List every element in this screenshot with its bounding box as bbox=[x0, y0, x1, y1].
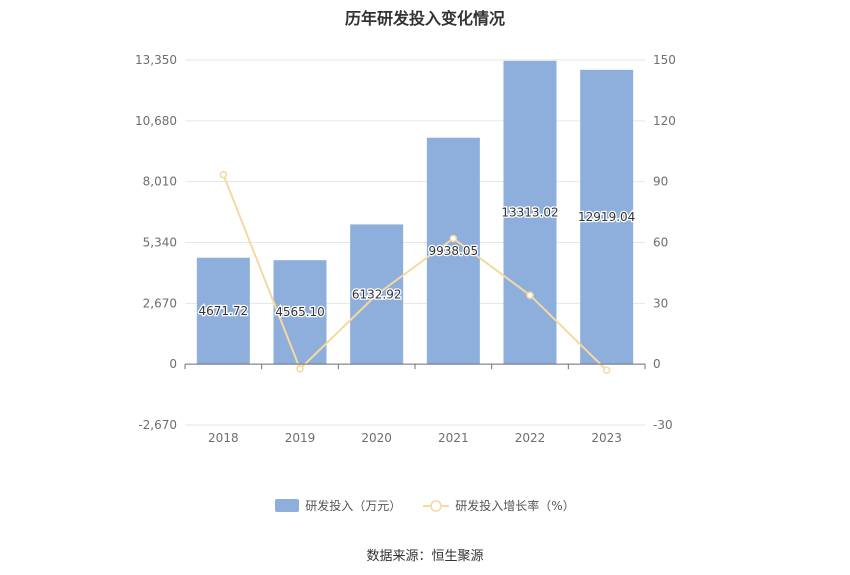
y-right-tick-label: 30 bbox=[653, 296, 668, 310]
legend-bar-swatch bbox=[275, 499, 300, 512]
line-point bbox=[219, 170, 228, 179]
bar-value-label: 12919.04 bbox=[578, 210, 635, 224]
bar-value-label: 9938.05 bbox=[429, 244, 479, 258]
line-layer bbox=[219, 170, 611, 374]
y-left-tick-label: 0 bbox=[169, 357, 177, 371]
data-labels-layer: 4671.72 4565.10 6132.92 9938.05 13313.02 1291… bbox=[197, 204, 636, 320]
y-right-tick-label: 0 bbox=[653, 357, 661, 371]
y-right-tick-label: 60 bbox=[653, 236, 668, 250]
y-left-tick-label: 8,010 bbox=[143, 175, 177, 189]
bar-value-label: 6132.92 bbox=[352, 287, 402, 301]
line-point bbox=[602, 366, 611, 374]
bar-value-label: 13313.02 bbox=[501, 206, 558, 220]
x-axis: 2018 2019 2020 2021 2022 2023 bbox=[184, 363, 646, 445]
grid-layer bbox=[185, 59, 645, 426]
x-tick-label: 2021 bbox=[438, 431, 469, 445]
y-left-tick-label: 2,670 bbox=[143, 296, 177, 310]
legend-item-line[interactable]: 研发投入增长率（%） bbox=[423, 497, 575, 514]
y-right-tick-label: 150 bbox=[653, 53, 676, 67]
bars-layer bbox=[196, 60, 634, 365]
right-axis: 150 120 90 60 30 0 -30 bbox=[653, 53, 676, 432]
bar bbox=[580, 69, 634, 365]
bar-value-label: 4565.10 bbox=[275, 305, 325, 319]
y-left-tick-label: -2,670 bbox=[138, 418, 177, 432]
y-left-tick-label: 5,340 bbox=[143, 236, 177, 250]
legend-line-label: 研发投入增长率（%） bbox=[455, 499, 575, 513]
line-point bbox=[372, 290, 381, 299]
data-source: 数据来源：恒生聚源 bbox=[366, 549, 484, 564]
line-point bbox=[296, 365, 304, 373]
legend-bar-label: 研发投入（万元） bbox=[305, 499, 402, 513]
growth-line bbox=[222, 174, 608, 371]
bar bbox=[196, 257, 250, 365]
line-point bbox=[526, 291, 534, 299]
y-right-tick-label: 90 bbox=[653, 175, 668, 189]
y-left-tick-label: 10,680 bbox=[135, 114, 177, 128]
x-tick-label: 2022 bbox=[515, 431, 546, 445]
chart-svg: 13,350 10,680 8,010 5,340 2,670 0 -2,670 150 12… bbox=[135, 53, 676, 445]
x-tick-label: 2023 bbox=[591, 431, 622, 445]
x-tick-label: 2018 bbox=[208, 431, 239, 445]
line-point bbox=[449, 234, 458, 243]
y-left-tick-label: 13,350 bbox=[135, 53, 177, 67]
legend: 研发投入（万元） 研发投入增长率（%） bbox=[0, 497, 850, 514]
x-tick-label: 2019 bbox=[285, 431, 316, 445]
bar bbox=[273, 260, 327, 365]
chart-title: 历年研发投入变化情况 bbox=[344, 9, 505, 28]
x-tick-label: 2020 bbox=[361, 431, 392, 445]
legend-item-bar[interactable]: 研发投入（万元） bbox=[275, 497, 401, 514]
left-axis: 13,350 10,680 8,010 5,340 2,670 0 -2,670 bbox=[135, 53, 177, 432]
legend-line-swatch bbox=[423, 499, 450, 512]
bar-value-label: 4671.72 bbox=[199, 304, 249, 318]
y-right-tick-label: -30 bbox=[653, 418, 673, 432]
y-right-tick-label: 120 bbox=[653, 114, 676, 128]
